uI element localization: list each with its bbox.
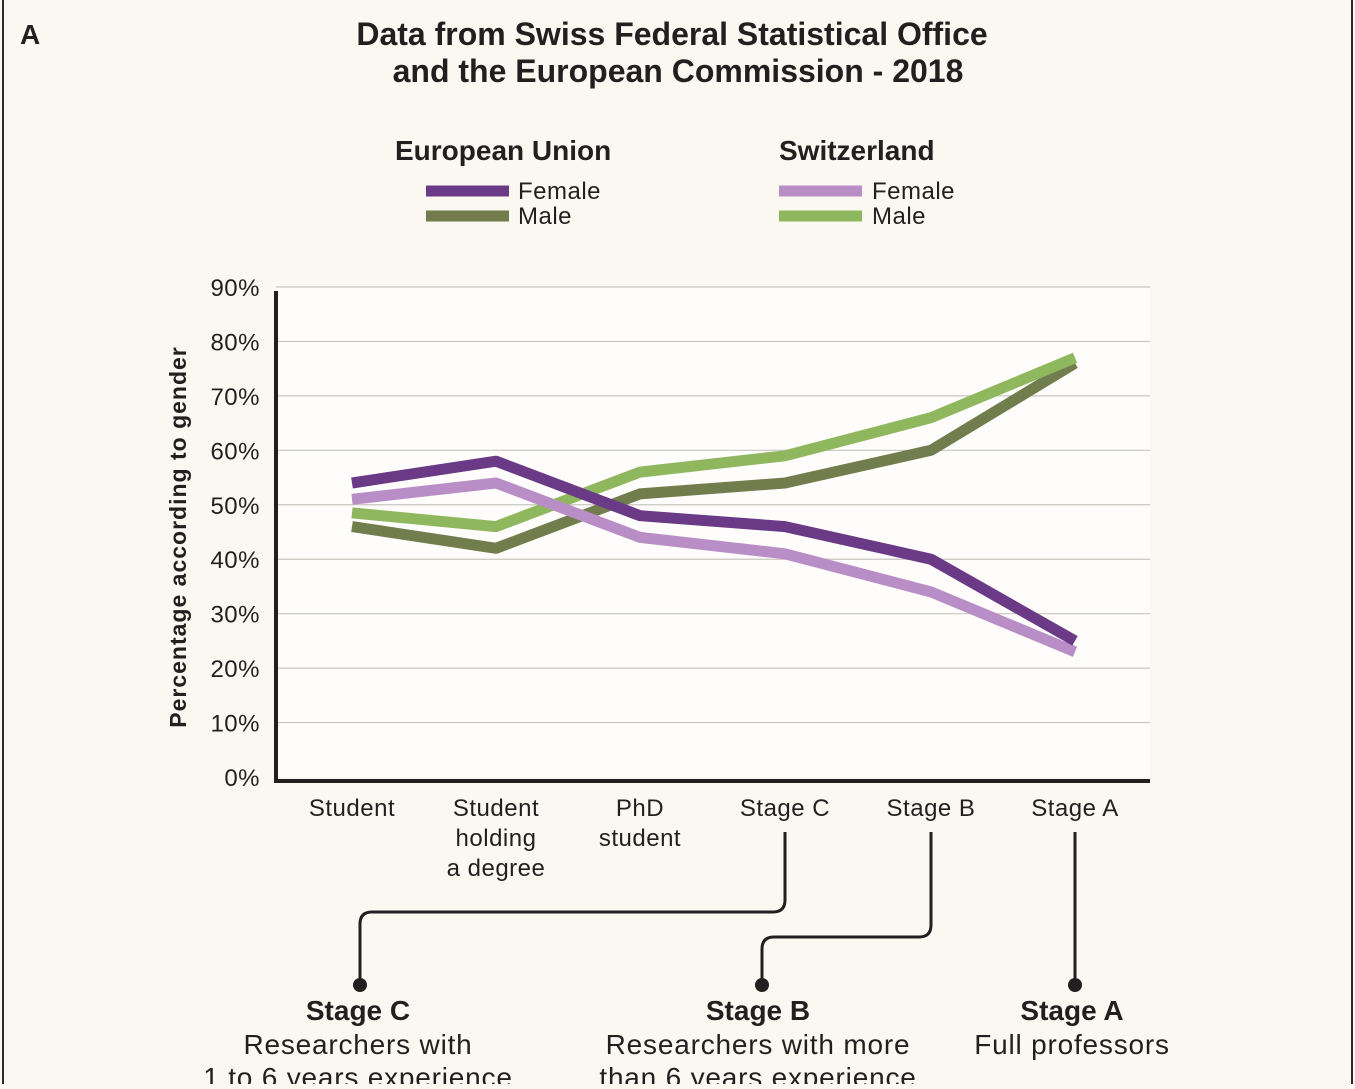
panel-label: A <box>20 19 40 50</box>
x-tick-label: Student <box>453 795 539 822</box>
series-lines <box>351 352 1078 657</box>
y-tick-label: 0% <box>224 765 260 792</box>
y-tick-label: 30% <box>210 602 260 629</box>
series-line-european-union-male <box>351 358 1078 554</box>
y-tick-label: 10% <box>210 711 260 738</box>
legend-label: Male <box>872 203 926 230</box>
annotation-text: Researchers with <box>243 1029 472 1060</box>
annotation-connector <box>760 832 933 984</box>
annotation-dot <box>353 978 367 992</box>
x-tick-label: Stage C <box>740 795 830 822</box>
y-axis-label: Percentage according to gender <box>165 346 191 727</box>
annotation-connector <box>358 832 787 984</box>
y-tick-label: 50% <box>210 493 260 520</box>
annotation-dot <box>1068 978 1082 992</box>
annotation-title: Stage A <box>1020 995 1123 1026</box>
x-tick-label: Stage B <box>887 795 976 822</box>
series-line-switzerland-female <box>351 477 1078 657</box>
legend-label: Female <box>872 178 955 205</box>
annotation-dot <box>755 978 769 992</box>
series-line-switzerland-male <box>351 352 1078 533</box>
y-tick-label: 90% <box>210 275 260 302</box>
x-tick-label: PhD <box>616 795 664 822</box>
annotation-title: Stage C <box>306 995 410 1026</box>
y-tick-label: 80% <box>210 329 260 356</box>
x-tick-label: Student <box>309 795 395 822</box>
series-line-european-union-female <box>351 455 1078 646</box>
legend: European UnionFemaleMaleSwitzerlandFemal… <box>395 135 955 230</box>
y-tick-label: 60% <box>210 438 260 465</box>
x-tick-label: Stage A <box>1031 795 1119 822</box>
annotation-title: Stage B <box>706 995 810 1026</box>
x-axis-ticks: Student Student holding a degree PhD student S… <box>309 795 1119 882</box>
x-tick-label: holding <box>456 825 537 852</box>
y-tick-label: 70% <box>210 384 260 411</box>
y-axis-ticks: 0% 10% 20% 30% 40% 50% 60% 70% 80% 90% <box>210 275 260 792</box>
annotation-text: than 6 years experience <box>599 1062 916 1084</box>
legend-group-title: Switzerland <box>779 135 935 166</box>
y-tick-label: 20% <box>210 656 260 683</box>
legend-label: Female <box>518 178 601 205</box>
chart-title-line-1: Data from Swiss Federal Statistical Offi… <box>356 16 987 52</box>
chart-title-line-2: and the European Commission - 2018 <box>393 53 964 89</box>
y-tick-label: 40% <box>210 547 260 574</box>
right-border <box>1351 0 1353 1084</box>
x-tick-label: a degree <box>447 855 546 882</box>
legend-label: Male <box>518 203 572 230</box>
legend-group-title: European Union <box>395 135 611 166</box>
annotation-text: Researchers with more <box>606 1029 911 1060</box>
x-tick-label: student <box>599 825 681 852</box>
annotation-text: 1 to 6 years experience <box>203 1062 512 1084</box>
annotation-text: Full professors <box>974 1029 1170 1060</box>
axes <box>274 291 1150 783</box>
left-border <box>2 0 4 1084</box>
